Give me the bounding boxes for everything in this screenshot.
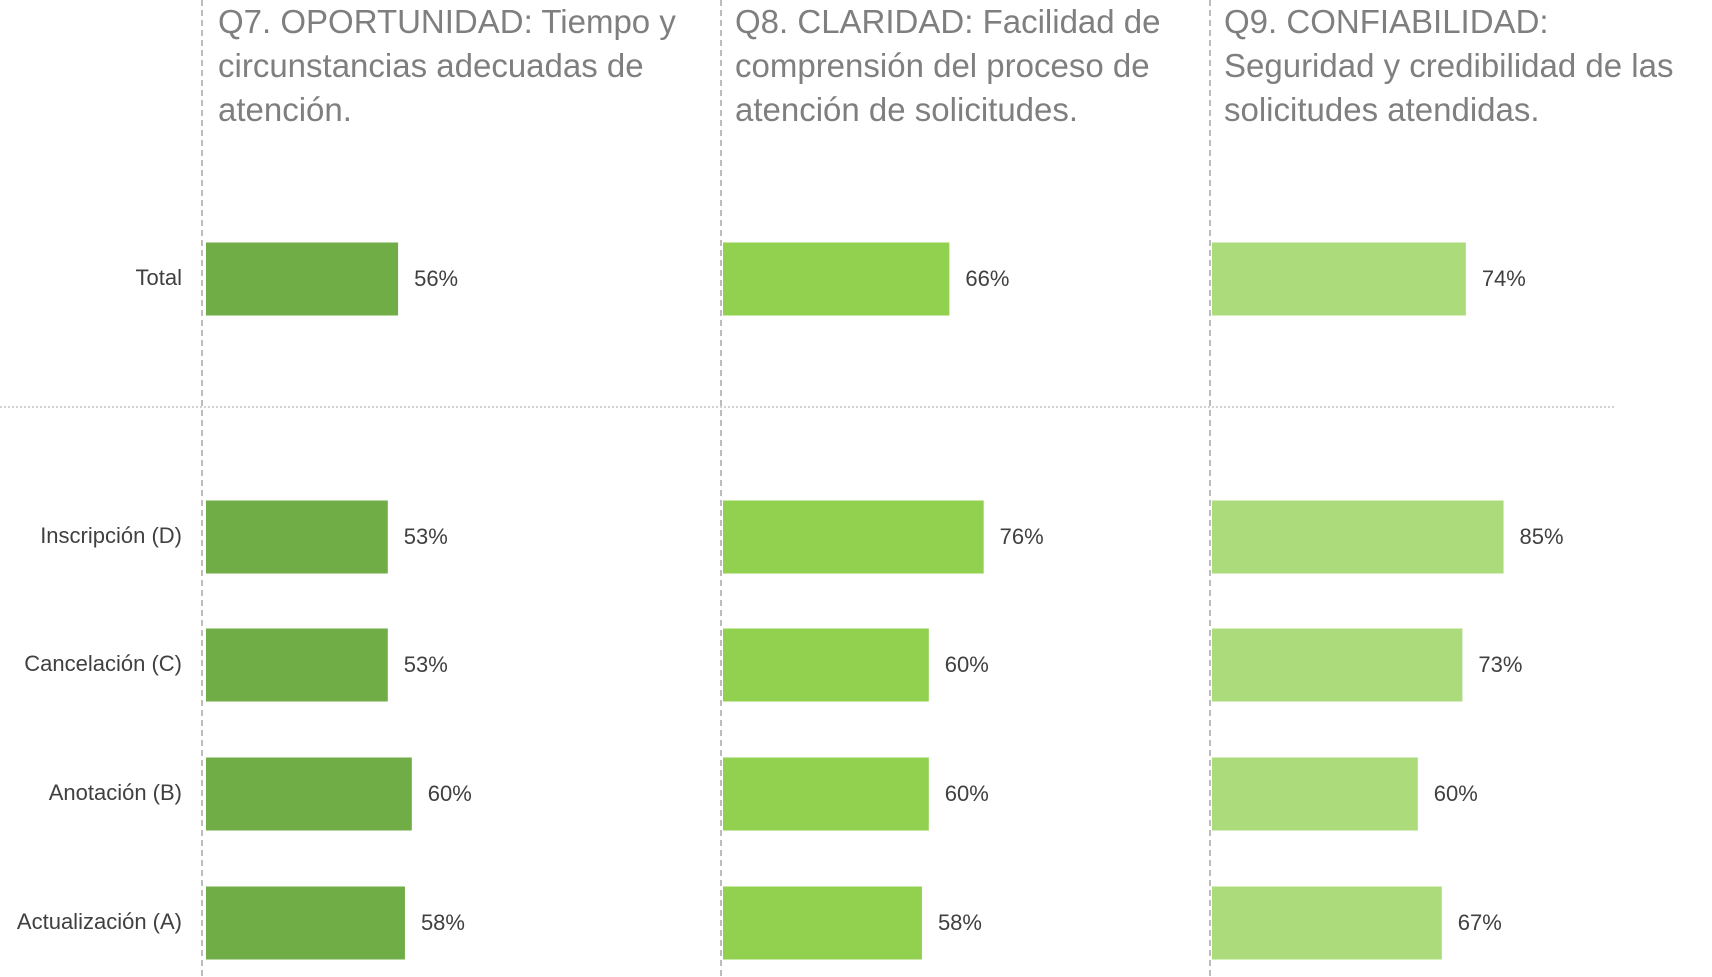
value-label: 58% (421, 910, 465, 935)
category-label: Inscripción (D) (40, 523, 182, 548)
bar (723, 628, 929, 702)
value-label: 60% (1434, 781, 1478, 806)
bar (206, 628, 388, 702)
panel-title: Q8. CLARIDAD: Facilidad de comprensión d… (735, 3, 1161, 128)
bar (723, 757, 929, 831)
category-label: Actualización (A) (17, 909, 182, 934)
category-label: Total (136, 265, 182, 290)
value-label: 66% (965, 266, 1009, 291)
value-label: 76% (1000, 524, 1044, 549)
bar (1212, 886, 1442, 960)
bar (1212, 500, 1504, 574)
bar (1212, 242, 1466, 316)
value-label: 56% (414, 266, 458, 291)
bar (206, 242, 399, 316)
value-label: 53% (404, 524, 448, 549)
panel-title: Q7. OPORTUNIDAD: Tiempo y circunstancias… (218, 3, 676, 128)
bar (1212, 628, 1463, 702)
value-label: 58% (938, 910, 982, 935)
bar (206, 500, 388, 574)
value-label: 73% (1478, 652, 1522, 677)
bar (206, 757, 412, 831)
category-label: Anotación (B) (49, 780, 182, 805)
value-label: 60% (945, 652, 989, 677)
value-label: 67% (1458, 910, 1502, 935)
value-label: 60% (428, 781, 472, 806)
bar (723, 242, 950, 316)
value-label: 53% (404, 652, 448, 677)
bar (1212, 757, 1418, 831)
panel-title: Q9. CONFIABILIDAD: Seguridad y credibili… (1224, 3, 1674, 128)
bar (723, 500, 984, 574)
value-label: 60% (945, 781, 989, 806)
category-label: Cancelación (C) (24, 651, 182, 676)
value-label: 74% (1482, 266, 1526, 291)
value-label: 85% (1520, 524, 1564, 549)
bar (723, 886, 922, 960)
bar (206, 886, 405, 960)
